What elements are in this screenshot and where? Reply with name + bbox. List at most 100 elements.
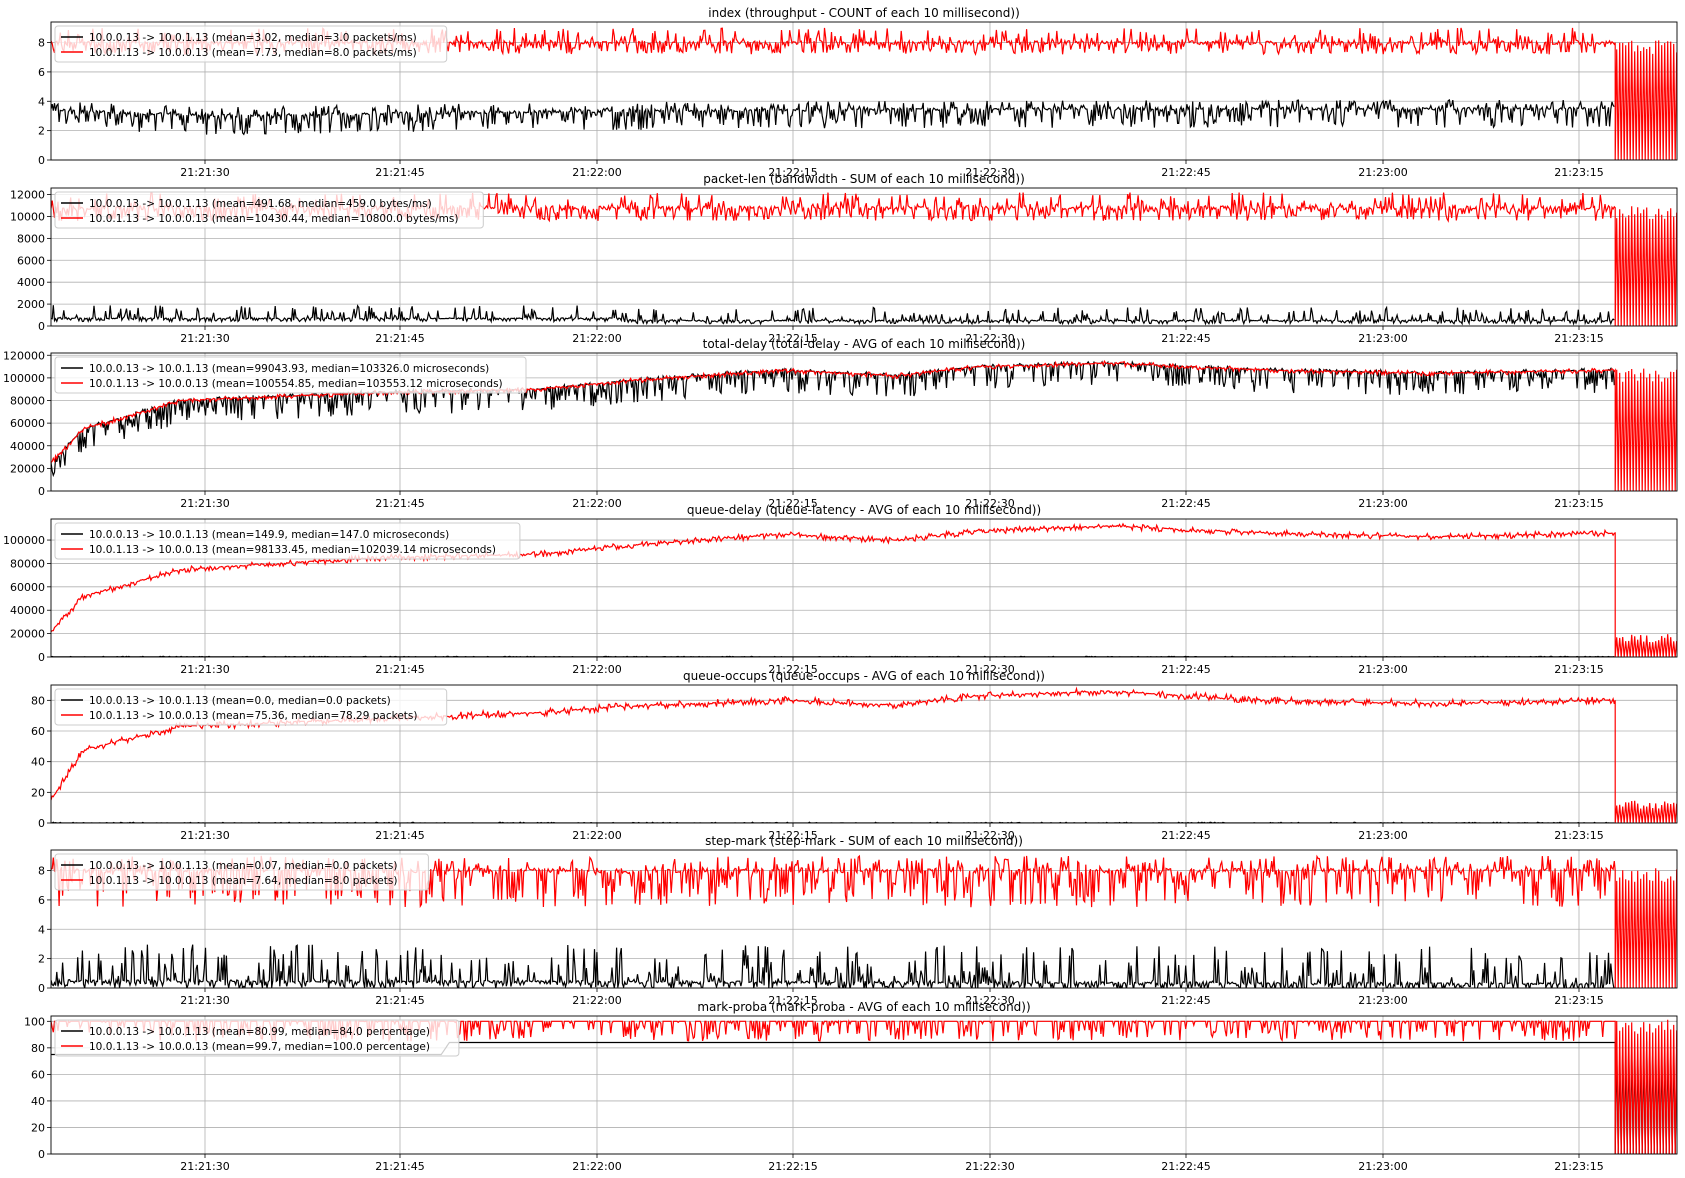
legend: 10.0.0.13 -> 10.0.1.13 (mean=80.99, medi…	[54, 1019, 460, 1057]
y-tick-label: 60	[31, 1068, 45, 1081]
axes-frame	[50, 684, 1678, 824]
y-tick-label: 20000	[10, 462, 45, 475]
x-tick-label: 21:23:00	[1358, 1160, 1407, 1173]
y-tick-label: 40	[31, 1095, 45, 1108]
x-tick-label: 21:23:15	[1554, 332, 1603, 345]
legend-box	[54, 356, 527, 394]
series-line-2	[51, 522, 1677, 657]
panel-title: queue-delay (queue-latency - AVG of each…	[687, 503, 1041, 517]
x-tick-label: 21:22:00	[572, 994, 621, 1007]
x-tick-label: 21:23:00	[1358, 663, 1407, 676]
y-tick-label: 8	[38, 865, 45, 878]
x-tick-label: 21:21:30	[180, 332, 229, 345]
y-tick-label: 20	[31, 786, 45, 799]
legend-label-1: 10.0.0.13 -> 10.0.1.13 (mean=0.0, median…	[89, 695, 391, 707]
legend-label-1: 10.0.0.13 -> 10.0.1.13 (mean=99043.93, m…	[89, 363, 489, 375]
legend: 10.0.0.13 -> 10.0.1.13 (mean=0.0, median…	[54, 688, 448, 726]
y-tick-label: 80	[31, 1042, 45, 1055]
x-tick-label: 21:21:45	[375, 663, 424, 676]
y-tick-label: 0	[38, 651, 45, 664]
legend-box	[54, 191, 484, 229]
y-tick-label: 2	[38, 125, 45, 138]
y-tick-label: 40000	[10, 604, 45, 617]
y-tick-label: 0	[38, 320, 45, 333]
x-tick-label: 21:22:00	[572, 663, 621, 676]
y-tick-label: 0	[38, 982, 45, 995]
panel-title: mark-proba (mark-proba - AVG of each 10 …	[697, 1000, 1030, 1014]
x-tick-label: 21:22:30	[965, 994, 1014, 1007]
axes-frame	[50, 187, 1678, 327]
x-tick-label: 21:21:45	[375, 332, 424, 345]
legend-label-1: 10.0.0.13 -> 10.0.1.13 (mean=80.99, medi…	[89, 1026, 430, 1038]
x-tick-label: 21:22:45	[1161, 166, 1210, 179]
x-tick-label: 21:22:30	[965, 166, 1014, 179]
y-tick-label: 0	[38, 154, 45, 167]
x-tick-label: 21:23:15	[1554, 497, 1603, 510]
x-tick-label: 21:22:45	[1161, 829, 1210, 842]
x-tick-label: 21:22:45	[1161, 1160, 1210, 1173]
legend-label-1: 10.0.0.13 -> 10.0.1.13 (mean=3.02, media…	[89, 32, 417, 44]
panel-title: total-delay (total-delay - AVG of each 1…	[703, 337, 1026, 351]
legend-label-2: 10.0.1.13 -> 10.0.0.13 (mean=100554.85, …	[89, 378, 503, 390]
legend-label-1: 10.0.0.13 -> 10.0.1.13 (mean=491.68, med…	[89, 198, 432, 210]
legend: 10.0.0.13 -> 10.0.1.13 (mean=3.02, media…	[54, 25, 448, 63]
y-tick-label: 120000	[3, 349, 45, 362]
panel-2: packet-len (bandwidth - SUM of each 10 m…	[10, 172, 1678, 345]
axes-frame	[50, 518, 1678, 658]
x-tick-label: 21:23:15	[1554, 166, 1603, 179]
x-tick-label: 21:23:00	[1358, 994, 1407, 1007]
legend-box	[54, 688, 448, 726]
legend-box	[54, 1019, 460, 1057]
panel-1: index (throughput - COUNT of each 10 mil…	[38, 6, 1678, 179]
panel-title: index (throughput - COUNT of each 10 mil…	[708, 6, 1020, 20]
y-tick-label: 60000	[10, 581, 45, 594]
x-tick-label: 21:22:45	[1161, 994, 1210, 1007]
x-tick-label: 21:22:45	[1161, 663, 1210, 676]
x-tick-label: 21:21:30	[180, 829, 229, 842]
y-tick-label: 60	[31, 725, 45, 738]
panel-6: step-mark (step-mark - SUM of each 10 mi…	[38, 834, 1678, 1007]
axes-frame	[50, 352, 1678, 492]
legend-box	[54, 25, 448, 63]
x-tick-label: 21:21:30	[180, 166, 229, 179]
y-tick-label: 4000	[17, 276, 45, 289]
legend-box	[54, 522, 521, 560]
x-tick-label: 21:23:00	[1358, 829, 1407, 842]
y-tick-label: 10000	[10, 210, 45, 223]
panel-title: step-mark (step-mark - SUM of each 10 mi…	[705, 834, 1023, 848]
y-tick-label: 4	[38, 923, 45, 936]
x-tick-label: 21:22:45	[1161, 332, 1210, 345]
y-tick-label: 12000	[10, 189, 45, 202]
y-tick-label: 4	[38, 95, 45, 108]
x-tick-label: 21:21:45	[375, 829, 424, 842]
x-tick-label: 21:23:15	[1554, 1160, 1603, 1173]
x-tick-label: 21:22:00	[572, 829, 621, 842]
y-tick-label: 6	[38, 894, 45, 907]
series-line-2	[51, 359, 1677, 491]
legend: 10.0.0.13 -> 10.0.1.13 (mean=149.9, medi…	[54, 522, 521, 560]
legend-label-2: 10.0.1.13 -> 10.0.0.13 (mean=7.64, media…	[89, 875, 397, 887]
x-tick-label: 21:22:30	[965, 497, 1014, 510]
x-tick-label: 21:22:15	[768, 166, 817, 179]
legend-box	[54, 853, 429, 891]
x-tick-label: 21:23:00	[1358, 497, 1407, 510]
panel-4: queue-delay (queue-latency - AVG of each…	[3, 503, 1678, 676]
legend-label-2: 10.0.1.13 -> 10.0.0.13 (mean=98133.45, m…	[89, 544, 496, 556]
y-tick-label: 100000	[3, 534, 45, 547]
x-tick-label: 21:21:45	[375, 166, 424, 179]
series-line-1	[51, 944, 1615, 988]
x-tick-label: 21:21:30	[180, 497, 229, 510]
y-tick-label: 40000	[10, 440, 45, 453]
panel-5: queue-occups (queue-occups - AVG of each…	[31, 669, 1678, 842]
x-tick-label: 21:22:00	[572, 332, 621, 345]
x-tick-label: 21:22:30	[965, 1160, 1014, 1173]
y-tick-label: 100	[24, 1015, 45, 1028]
legend-label-2: 10.0.1.13 -> 10.0.0.13 (mean=10430.44, m…	[89, 213, 458, 225]
x-tick-label: 21:22:15	[768, 994, 817, 1007]
x-tick-label: 21:21:30	[180, 1160, 229, 1173]
x-tick-label: 21:23:15	[1554, 994, 1603, 1007]
legend: 10.0.0.13 -> 10.0.1.13 (mean=491.68, med…	[54, 191, 484, 229]
panel-7: mark-proba (mark-proba - AVG of each 10 …	[24, 1000, 1678, 1173]
y-tick-label: 6	[38, 66, 45, 79]
